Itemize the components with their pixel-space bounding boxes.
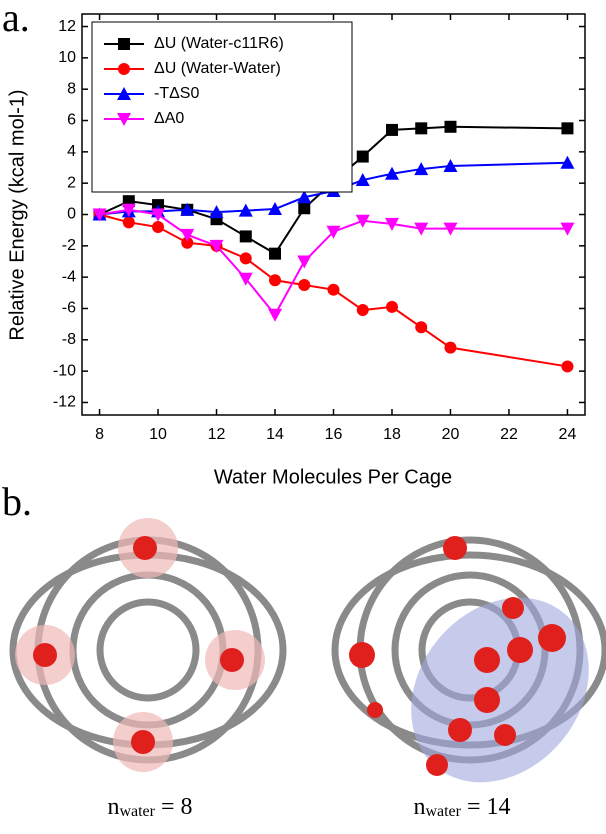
y-tick-label: -12 [53,394,76,411]
marker [326,225,341,239]
marker [209,205,224,219]
y-axis-label: Relative Energy (kcal mol-1) [6,89,28,340]
y-tick-label: -10 [53,362,76,379]
caption-rest: = 14 [461,794,511,820]
marker [118,38,130,50]
x-tick-label: 22 [500,426,518,443]
marker [269,247,282,260]
legend-box [91,21,353,193]
x-axis-label: Water Molecules Per Cage [214,466,452,488]
y-tick-label: 12 [58,18,76,35]
x-tick-label: 8 [95,426,104,443]
marker [414,222,429,236]
caption: nwater = 14 [413,794,510,820]
x-tick-label: 18 [383,426,401,443]
marker [298,278,311,291]
marker [122,216,135,229]
marker [561,360,574,373]
marker [560,222,575,236]
legend-label: ΔU (Water-c11R6) [154,35,284,52]
marker [444,120,457,133]
marker [180,202,195,216]
marker [415,321,428,334]
marker [384,217,399,231]
marker [355,214,370,228]
x-tick-label: 14 [266,426,284,443]
marker [297,190,312,204]
caption-base: n [413,794,425,820]
marker [238,203,253,217]
caption-rest: = 8 [155,794,193,820]
marker [151,208,166,222]
marker [297,255,312,269]
marker [239,252,252,265]
caption-base: n [107,794,119,820]
marker [356,150,369,163]
marker [121,203,136,217]
x-tick-label: 24 [559,426,577,443]
y-tick-label: 8 [67,80,76,97]
caption: nwater = 8 [107,794,192,820]
marker [239,230,252,243]
marker [415,122,428,135]
marker [560,155,575,169]
marker [181,236,194,249]
x-tick-label: 16 [325,426,343,443]
marker [443,222,458,236]
marker [385,123,398,136]
marker [92,208,107,222]
marker [118,63,130,75]
series-line [99,208,568,317]
marker [385,300,398,313]
y-tick-label: -4 [62,268,76,285]
marker [180,228,195,242]
marker [384,166,399,180]
caption-sub: water [119,803,155,820]
y-tick-label: 6 [67,112,76,129]
molecule-images [9,518,606,783]
marker [356,304,369,317]
y-tick-label: 10 [58,49,76,66]
x-tick-label: 10 [149,426,167,443]
legend-label: -TΔS0 [154,85,199,102]
x-tick-label: 20 [442,426,460,443]
y-tick-label: 4 [67,143,76,160]
y-tick-label: 0 [67,206,76,223]
marker [561,122,574,135]
marker [117,87,131,100]
marker [152,221,165,234]
marker [355,173,370,187]
legend-label: ΔU (Water-Water) [154,60,281,77]
panel-label: a. [2,0,30,40]
water-spheres [15,518,589,783]
marker [238,272,253,286]
panel-label: b. [2,479,32,524]
legend-label: ΔA0 [154,110,184,127]
marker [443,158,458,172]
y-tick-label: -6 [62,300,76,317]
y-tick-label: -8 [62,331,76,348]
y-tick-label: -2 [62,237,76,254]
marker [298,202,311,215]
marker [269,274,282,287]
marker [444,341,457,354]
marker [327,283,340,296]
marker [268,202,283,216]
marker [414,162,429,176]
marker [117,113,131,126]
marker [268,308,283,322]
marker [209,239,224,253]
caption-sub: water [425,803,461,820]
x-tick-label: 12 [208,426,226,443]
y-tick-label: 2 [67,174,76,191]
